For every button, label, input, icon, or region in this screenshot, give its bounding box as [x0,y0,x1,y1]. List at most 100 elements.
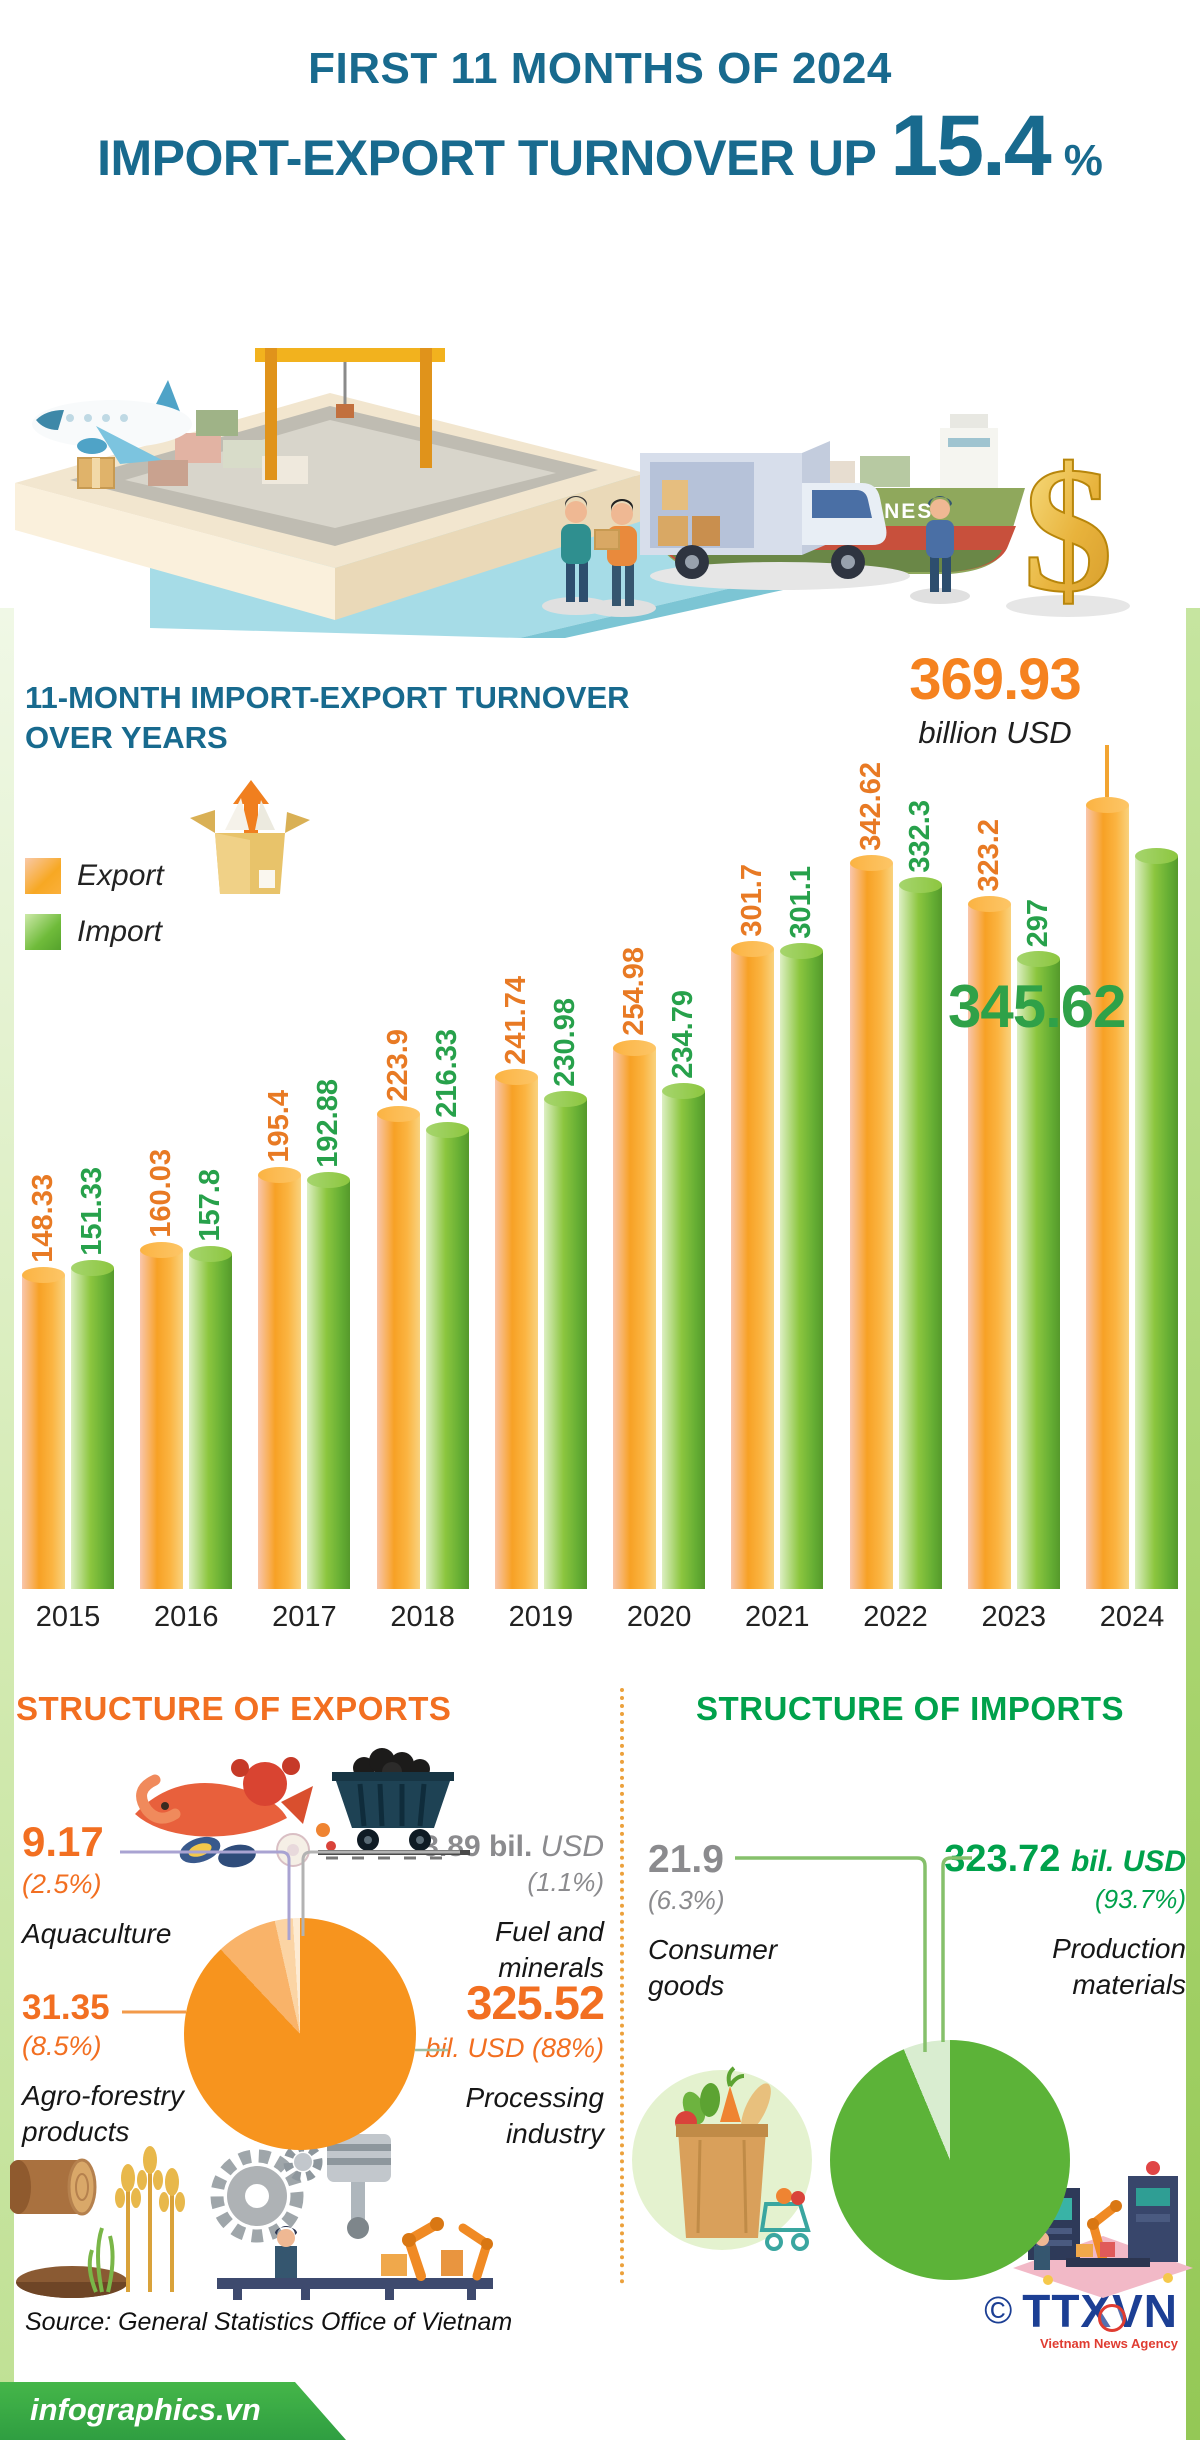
import-value-label-2018: 216.33 [430,1029,463,1118]
import-swatch-icon [25,914,61,950]
export-swatch-icon [25,858,61,894]
people-illustration [542,496,970,617]
agency-subtitle: Vietnam News Agency [1040,2336,1178,2351]
consumer-pct: (6.3%) [648,1885,725,1915]
export-bar-2017 [258,1167,302,1589]
export-bar-2024 [1085,797,1129,1589]
chart-title: 11-MONTH IMPORT-EXPORT TURNOVER OVER YEA… [25,678,630,759]
agro-forestry-block: 31.35 (8.5%) Agro-forestry products [22,1988,184,2151]
fuel-currency: USD [540,1830,604,1863]
import-bar-2019 [543,1091,587,1589]
export-value-label-2020: 254.98 [618,947,651,1036]
agro-value: 31.35 [22,1988,110,2027]
export-bar-2022 [849,855,893,1589]
processing-label-line2: industry [505,2118,604,2150]
legend-label-import: Import [77,915,163,948]
exports-pie [184,1918,416,2150]
truck-illustration [640,441,910,590]
production-value: 323.72 [944,1838,1061,1880]
year-label-2015: 2015 [35,1601,101,1633]
year-group-2024: 2024 [1085,735,1178,1635]
consumer-label-line1: Consumer [648,1934,778,1965]
fuel-minerals-block: 3.89 bil. USD (1.1%) Fuel and minerals [422,1830,604,1987]
export-bar-2021 [731,941,775,1589]
chart-title-line1: 11-MONTH IMPORT-EXPORT TURNOVER [25,680,630,715]
export-2024-value: 369.93 [909,647,1081,712]
year-group-2016: 160.03 157.8 2016 [140,735,233,1635]
export-bar-2020 [613,1040,657,1589]
processing-label-line1: Processing [465,2082,604,2113]
export-value-label-2016: 160.03 [145,1149,178,1238]
production-materials-illustration [1013,2161,1193,2298]
import-bar-2021 [780,943,824,1589]
dotted-divider [620,1688,624,2284]
import-bar-2016 [189,1246,233,1589]
site-name: infographics.vn [30,2392,261,2427]
import-value-label-2019: 230.98 [548,998,581,1087]
export-value-label-2017: 195.4 [263,1090,296,1163]
dollar-text: $ [1023,430,1113,629]
globe-icon [1098,2304,1126,2332]
footer-banner: infographics.vn [0,2382,346,2440]
hero-scene: OCEANIC LINES [15,348,1130,638]
import-value-label-2015: 151.33 [76,1167,108,1256]
right-edge-decoration [1186,608,1200,2440]
production-unit: bil. USD [1070,1845,1186,1878]
structure-of-imports: STRUCTURE OF IMPORTS 21.9 (6.3%) Consume… [620,1680,1200,2302]
agro-forestry-illustration [10,2146,185,2298]
structure-section: STRUCTURE OF EXPORTS [0,1680,1200,2302]
import-bar-2015 [71,1260,114,1589]
export-2024-unit: billion USD [918,715,1072,750]
export-value-label-2021: 301.7 [736,864,769,937]
year-label-2024: 2024 [1099,1601,1165,1633]
callout-line [1105,745,1110,797]
export-bar-2016 [140,1242,184,1589]
agro-pct: (8.5%) [22,2031,102,2061]
export-value-label-2019: 241.74 [499,976,532,1065]
import-value-label-2017: 192.88 [312,1079,345,1168]
header: FIRST 11 MONTHS OF 2024 IMPORT-EXPORT TU… [0,0,1200,194]
production-label: Production materials [944,1931,1186,2004]
legend-label-export: Export [77,859,164,892]
year-group-2017: 195.4 192.88 2017 [258,735,351,1635]
year-label-2016: 2016 [153,1601,219,1633]
machinery-illustration [210,2134,493,2300]
title-line1: FIRST 11 MONTHS OF 2024 [308,44,892,93]
year-group-2023: 323.2 297 2023 [967,735,1060,1635]
year-group-2021: 301.7 301.1 2021 [731,735,824,1635]
export-value-label-2023: 323.2 [972,819,1005,892]
plane-icon [32,380,192,489]
exports-heading: STRUCTURE OF EXPORTS [16,1690,452,1727]
subtitle-text: IMPORT-EXPORT TURNOVER UP [97,130,877,186]
year-label-2018: 2018 [390,1601,455,1633]
year-label-2019: 2019 [508,1601,574,1633]
year-group-2019: 241.74 230.98 2019 [494,735,587,1635]
port-illustration [15,348,645,620]
year-group-2015: 148.33 151.33 2015 [22,735,114,1635]
consumer-goods-illustration [632,2066,812,2251]
processing-block: 325.52 bil. USD (88%) Processing industr… [425,1975,605,2153]
consumer-goods-block: 21.9 (6.3%) Consumer goods [648,1838,777,2005]
import-2024-value: 345.62 [948,973,1127,1040]
fuel-label-line2: minerals [498,1952,604,1984]
percent-value: 15.4 [890,98,1051,194]
bar-chart: 148.33 151.33 2015 160.03 157.8 2016 195.4 192.… [22,735,1178,1635]
year-group-2022: 342.62 332.3 2022 [849,735,942,1635]
agro-label-line1: Agro-forestry [22,2080,184,2111]
percent-sign: % [1063,136,1103,185]
consumer-value: 21.9 [648,1838,724,1881]
consumer-label: Consumer goods [648,1932,777,2005]
import-value-label-2022: 332.3 [903,800,936,873]
import-bar-2018 [425,1122,469,1589]
production-label-line1: Production [1052,1933,1186,1964]
fuel-pct: (1.1%) [527,1867,604,1897]
export-value-label-2015: 148.33 [27,1174,59,1263]
year-label-2021: 2021 [745,1601,810,1633]
import-bar-2017 [307,1172,351,1589]
import-value-label-2016: 157.8 [194,1169,227,1242]
source-note: Source: General Statistics Office of Vie… [25,2308,513,2336]
export-bar-2023 [967,896,1011,1589]
import-bar-2023 [1016,951,1060,1589]
legend-item-import: Import [25,914,164,950]
